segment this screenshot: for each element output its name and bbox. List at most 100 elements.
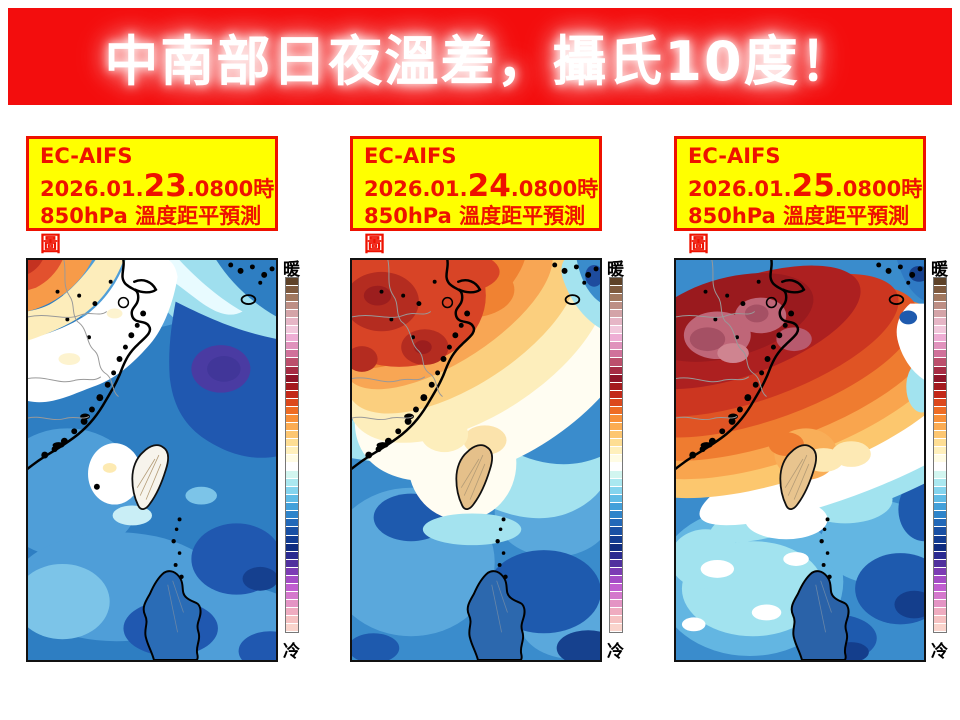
colorbar-cell [934, 455, 946, 463]
colorbar-cell [286, 527, 298, 535]
colorbar-cell [934, 519, 946, 527]
date-suffix: .0800時 [834, 176, 923, 201]
colorbar-cell [610, 559, 622, 567]
colorbar-cell [610, 624, 622, 632]
colorbar-cell [934, 559, 946, 567]
colorbar-cell [934, 398, 946, 406]
colorbar-cell [934, 406, 946, 414]
colorbar-cell [286, 519, 298, 527]
colorbar-cell [286, 286, 298, 294]
label-box: EC-AIFS 2026.01.24.0800時 850hPa 溫度距平預測圖 [350, 136, 602, 256]
colorbar-cell [934, 607, 946, 615]
colorbar-cell [610, 310, 622, 318]
colorbar-cell [610, 471, 622, 479]
colorbar-cell [610, 422, 622, 430]
date-prefix: 2026.01. [364, 176, 468, 201]
colorbar [933, 277, 947, 633]
colorbar-cell [286, 398, 298, 406]
colorbar-cell [286, 575, 298, 583]
colorbar-cell [610, 334, 622, 342]
forecast-panel-jan24: EC-AIFS 2026.01.24.0800時 850hPa 溫度距平預測圖 [350, 0, 650, 720]
colorbar-cell [610, 326, 622, 334]
colorbar-cell [286, 463, 298, 471]
colorbar-cell [610, 350, 622, 358]
colorbar-cell [610, 495, 622, 503]
colorbar-cell [934, 615, 946, 624]
colorbar-cell [934, 302, 946, 310]
model-name: EC-AIFS [364, 144, 457, 168]
colorbar [285, 277, 299, 633]
colorbar-cell [934, 624, 946, 632]
colorbar-cell [610, 358, 622, 366]
colorbar-cell [610, 487, 622, 495]
colorbar-cell [286, 503, 298, 511]
colorbar-cell [610, 374, 622, 382]
label-box: EC-AIFS 2026.01.25.0800時 850hPa 溫度距平預測圖 [674, 136, 926, 256]
colorbar-cell [934, 495, 946, 503]
colorbar-cell [286, 302, 298, 310]
colorbar-cell [610, 535, 622, 543]
colorbar-cell [610, 398, 622, 406]
colorbar-cell [286, 615, 298, 624]
colorbar-cell [610, 543, 622, 551]
colorbar-cell [286, 511, 298, 519]
colorbar-cell [934, 382, 946, 390]
colorbar-cell [286, 318, 298, 326]
colorbar-cell [934, 438, 946, 446]
colorbar-cell [934, 479, 946, 487]
colorbar-cell [934, 358, 946, 366]
date-day: 25 [791, 167, 835, 204]
colorbar-cell [934, 374, 946, 382]
colorbar-cell [610, 278, 622, 286]
colorbar-cell [286, 551, 298, 559]
colorbar-cell [286, 495, 298, 503]
colorbar-cell [610, 366, 622, 374]
date-suffix: .0800時 [510, 176, 599, 201]
colorbar-cell [286, 310, 298, 318]
colorbar-cell [610, 318, 622, 326]
colorbar-cell [610, 607, 622, 615]
colorbar-cell [934, 503, 946, 511]
colorbar-cell [934, 446, 946, 455]
colorbar-cell [610, 302, 622, 310]
headline-banner: 中南部日夜溫差，攝氏10度！ [8, 8, 952, 105]
colorbar-cell [286, 624, 298, 632]
colorbar-cell [286, 599, 298, 607]
colorbar-cell [934, 430, 946, 438]
colorbar-cell [610, 583, 622, 591]
date-suffix: .0800時 [186, 176, 275, 201]
colorbar-cell [934, 334, 946, 342]
colorbar-cell [934, 278, 946, 286]
colorbar-cell [610, 294, 622, 302]
chart-subtitle: 850hPa 溫度距平預測圖 [688, 204, 910, 257]
valid-time: 2026.01.25.0800時 [688, 167, 923, 204]
colorbar-cell [610, 615, 622, 624]
colorbar-cell [934, 527, 946, 535]
colorbar-cell [286, 487, 298, 495]
colorbar-cell [610, 551, 622, 559]
colorbar-cell [610, 575, 622, 583]
colorbar-cell [934, 575, 946, 583]
colorbar-cell [286, 294, 298, 302]
colorbar-cell [610, 390, 622, 398]
colorbar-cell [610, 599, 622, 607]
date-prefix: 2026.01. [40, 176, 144, 201]
colorbar-cold-label: 冷 [607, 642, 624, 662]
colorbar-cell [610, 286, 622, 294]
colorbar-cell [286, 471, 298, 479]
colorbar-cell [286, 390, 298, 398]
colorbar-cell [934, 310, 946, 318]
colorbar-cell [286, 350, 298, 358]
colorbar-cell [934, 326, 946, 334]
colorbar-cell [286, 430, 298, 438]
date-day: 23 [143, 167, 187, 204]
colorbar-cell [934, 511, 946, 519]
colorbar-cell [286, 535, 298, 543]
colorbar-cell [610, 406, 622, 414]
colorbar-cell [934, 414, 946, 422]
colorbar-cell [286, 479, 298, 487]
valid-time: 2026.01.24.0800時 [364, 170, 599, 204]
colorbar-cell [610, 342, 622, 350]
colorbar-cold-label: 冷 [931, 642, 948, 662]
anomaly-map-jan25 [674, 258, 926, 662]
